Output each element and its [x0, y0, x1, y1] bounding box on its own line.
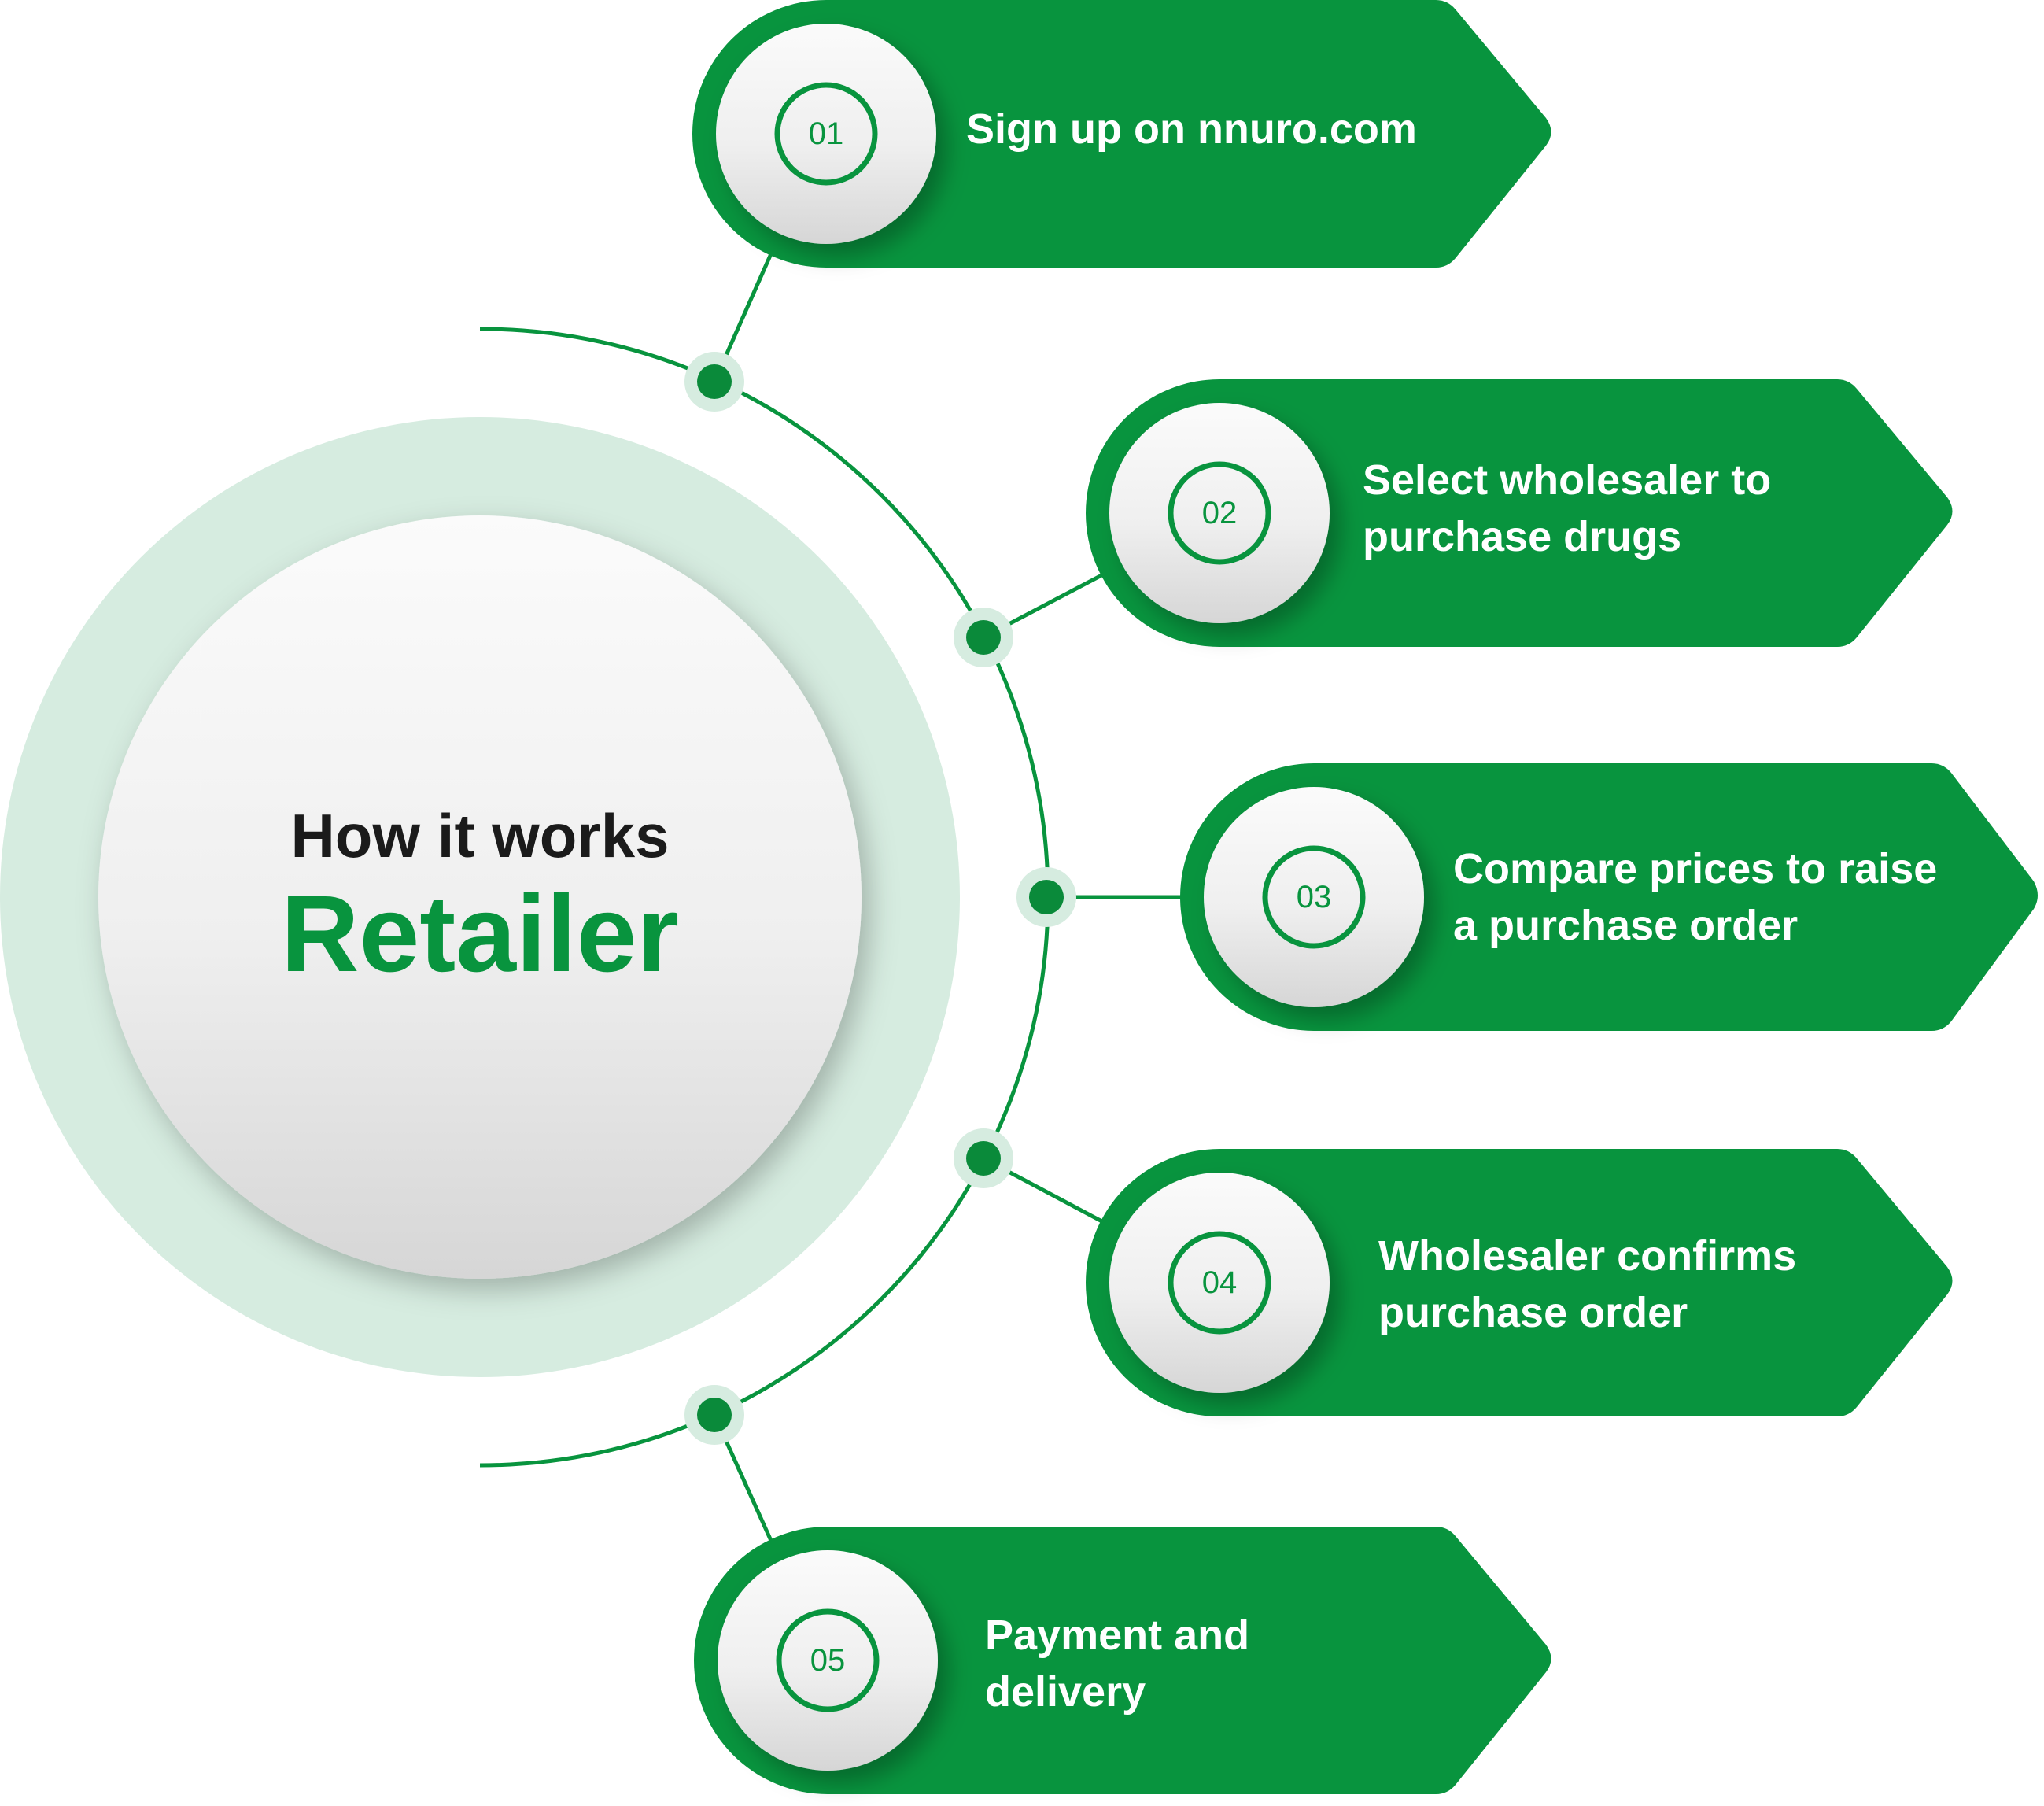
- step-2-card: [1086, 379, 1953, 647]
- step-2-disc: [1109, 403, 1330, 623]
- title-block: How it works Retailer: [93, 801, 867, 995]
- step-4-number: 04: [1201, 1265, 1238, 1300]
- step-5-disc: [718, 1550, 938, 1771]
- step-4-disc: [1109, 1173, 1330, 1393]
- step-1-card: [692, 0, 1551, 268]
- step-1-disc: [716, 24, 936, 244]
- step-3-card: [1180, 763, 2038, 1031]
- step-2-ring: [1168, 461, 1271, 565]
- step-4-label: Wholesaler confirms purchase order: [1378, 1232, 1797, 1336]
- step-5-label: Payment and delivery: [985, 1612, 1250, 1716]
- center-disc: [98, 515, 862, 1279]
- title-main: Retailer: [280, 873, 680, 995]
- step-1-ring: [774, 82, 878, 186]
- step-3-disc: [1204, 787, 1424, 1007]
- step-5-number: 05: [810, 1643, 846, 1678]
- step-4-card: [1086, 1149, 1953, 1416]
- step-5-ring: [776, 1608, 880, 1712]
- step-2-number: 02: [1201, 496, 1238, 530]
- step-1-label: Sign up on nnuro.com: [966, 105, 1417, 153]
- step-2-label: Select wholesaler to purchase drugs: [1363, 456, 1772, 560]
- title-kicker: How it works: [290, 801, 670, 870]
- step-3-label: Compare prices to raise a purchase order: [1453, 845, 1938, 949]
- step-1-number: 01: [808, 116, 844, 151]
- step-4-ring: [1168, 1231, 1271, 1335]
- step-5-card: [694, 1527, 1551, 1794]
- step-3-number: 03: [1296, 880, 1332, 914]
- step-3-ring: [1262, 845, 1366, 949]
- connector-dots: [684, 352, 1076, 1445]
